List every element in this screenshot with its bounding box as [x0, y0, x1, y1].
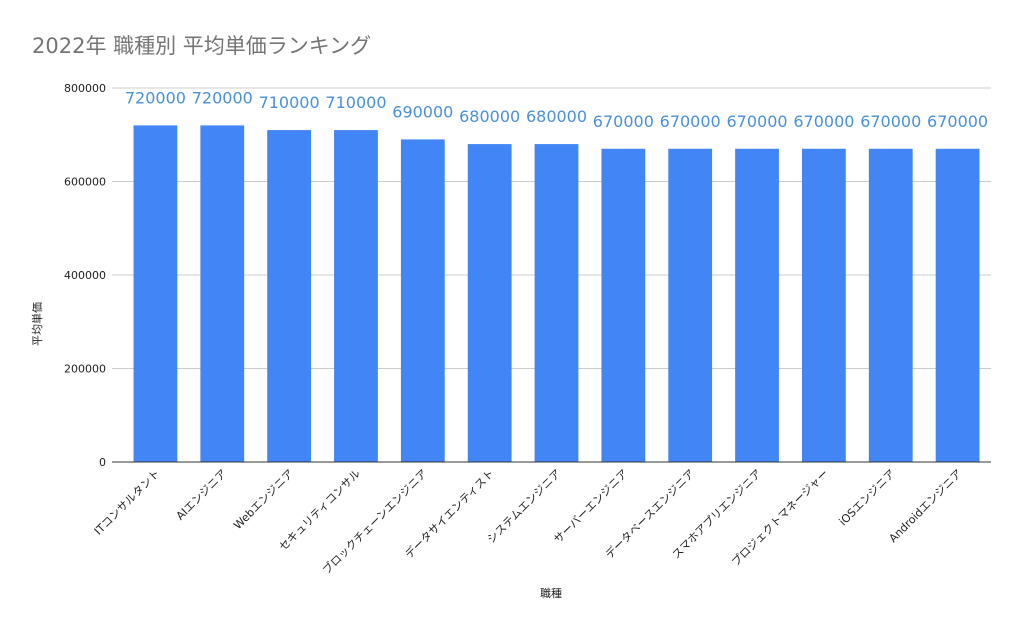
data-label: 710000 [325, 93, 386, 112]
x-tick-label: AIエンジニア [174, 467, 230, 523]
x-tick-label: Androidエンジニア [887, 467, 965, 545]
x-axis-title: 職種 [540, 586, 562, 600]
y-tick-label: 600000 [64, 176, 106, 189]
bar [668, 148, 713, 462]
chart-title: 2022年 職種別 平均単価ランキング [32, 34, 372, 58]
y-tick-label: 200000 [64, 363, 106, 376]
bar [801, 148, 846, 462]
bar [735, 148, 779, 462]
bar [534, 144, 579, 462]
y-tick-label: 400000 [64, 269, 106, 282]
data-label: 680000 [526, 107, 587, 126]
data-label: 710000 [259, 93, 320, 112]
data-label: 720000 [125, 88, 186, 107]
data-label: 670000 [860, 112, 921, 131]
x-tick-label: iOSエンジニア [837, 467, 898, 528]
bar [601, 148, 646, 462]
bar [334, 130, 378, 462]
data-label: 720000 [192, 88, 253, 107]
data-label: 690000 [392, 102, 453, 121]
x-tick-label: Webエンジニア [231, 467, 296, 532]
data-label: 670000 [793, 112, 854, 131]
y-axis-title: 平均単価 [30, 302, 44, 346]
data-label: 670000 [726, 112, 787, 131]
bar [133, 125, 178, 463]
x-tick-label: ブロックチェーンエンジニア [319, 466, 430, 577]
bar [467, 144, 512, 462]
data-label: 680000 [459, 107, 520, 126]
bar [200, 125, 245, 463]
data-label: 670000 [593, 112, 654, 131]
data-label: 670000 [927, 112, 988, 131]
x-tick-label: システムエンジニア [485, 467, 564, 546]
bar [267, 130, 312, 462]
data-label: 670000 [660, 112, 721, 131]
x-tick-label: ITコンサルタント [92, 467, 163, 538]
bar [935, 148, 980, 462]
bar [868, 148, 913, 462]
y-tick-label: 800000 [64, 82, 106, 95]
x-tick-label: サーバーエンジニア [551, 467, 630, 546]
y-tick-label: 0 [99, 456, 106, 469]
bar [400, 139, 445, 463]
